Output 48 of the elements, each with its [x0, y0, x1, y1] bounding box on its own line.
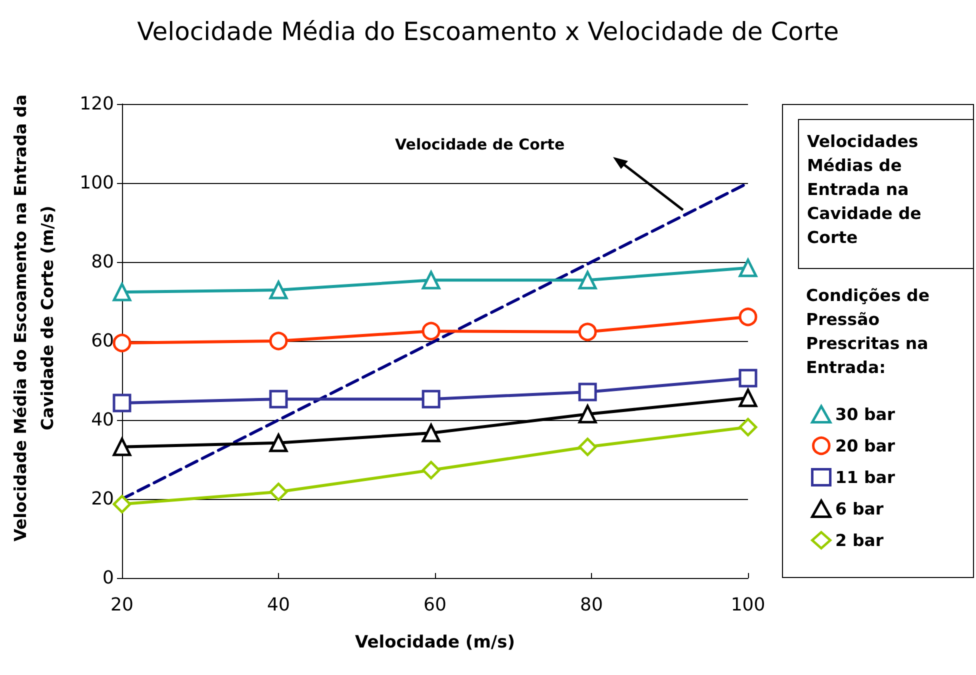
legend-title: Condições de Pressão Prescritas na Entrada: — [806, 285, 931, 379]
legend-label: 2 bar — [835, 530, 884, 550]
x-tick-label: 20 — [110, 594, 134, 616]
point — [112, 282, 132, 302]
legend-label: 20 bar — [835, 436, 896, 456]
x-tick-label: 100 — [730, 594, 766, 616]
point — [422, 270, 440, 290]
text: Velocidades Médias de Entrada na Cavidade de Corte — [798, 119, 974, 269]
x-axis-title: Velocidade (m/s) — [354, 632, 516, 652]
point — [422, 424, 440, 442]
chart-title: Velocidade Média do Escoamento x Velocidade de Corte — [137, 17, 839, 46]
point — [112, 334, 132, 352]
y-axis-title: Velocidade Média do Escoamento na Entrada da Cavidade de Corte (m/s) — [10, 94, 58, 544]
point — [578, 404, 597, 424]
point — [738, 418, 758, 436]
y-tick-label: 100 — [80, 172, 114, 194]
y-tick-label: 0 — [102, 568, 114, 588]
y-tick-label: 60 — [91, 330, 114, 352]
point — [738, 388, 758, 408]
point — [269, 434, 288, 452]
point — [269, 482, 288, 502]
y-tick-label: 120 — [80, 94, 114, 114]
point — [738, 368, 758, 388]
y-tick-label: 20 — [91, 488, 114, 510]
y-tick-label: 80 — [91, 252, 114, 272]
legend-label: 11 bar — [835, 468, 896, 487]
annotation: Velocidade de Corte — [395, 136, 565, 154]
point — [422, 390, 440, 408]
point — [112, 438, 132, 456]
y-tick-label: 40 — [91, 410, 114, 430]
point — [112, 494, 132, 514]
point — [738, 258, 758, 278]
point — [738, 308, 758, 326]
point — [269, 332, 288, 350]
point — [269, 390, 288, 408]
x-tick-label: 60 — [424, 594, 446, 616]
legend-label: 30 bar — [835, 404, 896, 424]
x-tick-label: 80 — [580, 594, 603, 616]
point — [422, 460, 440, 480]
point — [578, 438, 597, 456]
point — [422, 322, 440, 340]
point — [269, 280, 288, 300]
point — [578, 270, 597, 290]
point — [112, 394, 132, 412]
x-tick-label: 40 — [267, 594, 290, 616]
point — [578, 322, 597, 342]
legend-label: 6 bar — [835, 499, 884, 518]
point — [578, 382, 597, 402]
